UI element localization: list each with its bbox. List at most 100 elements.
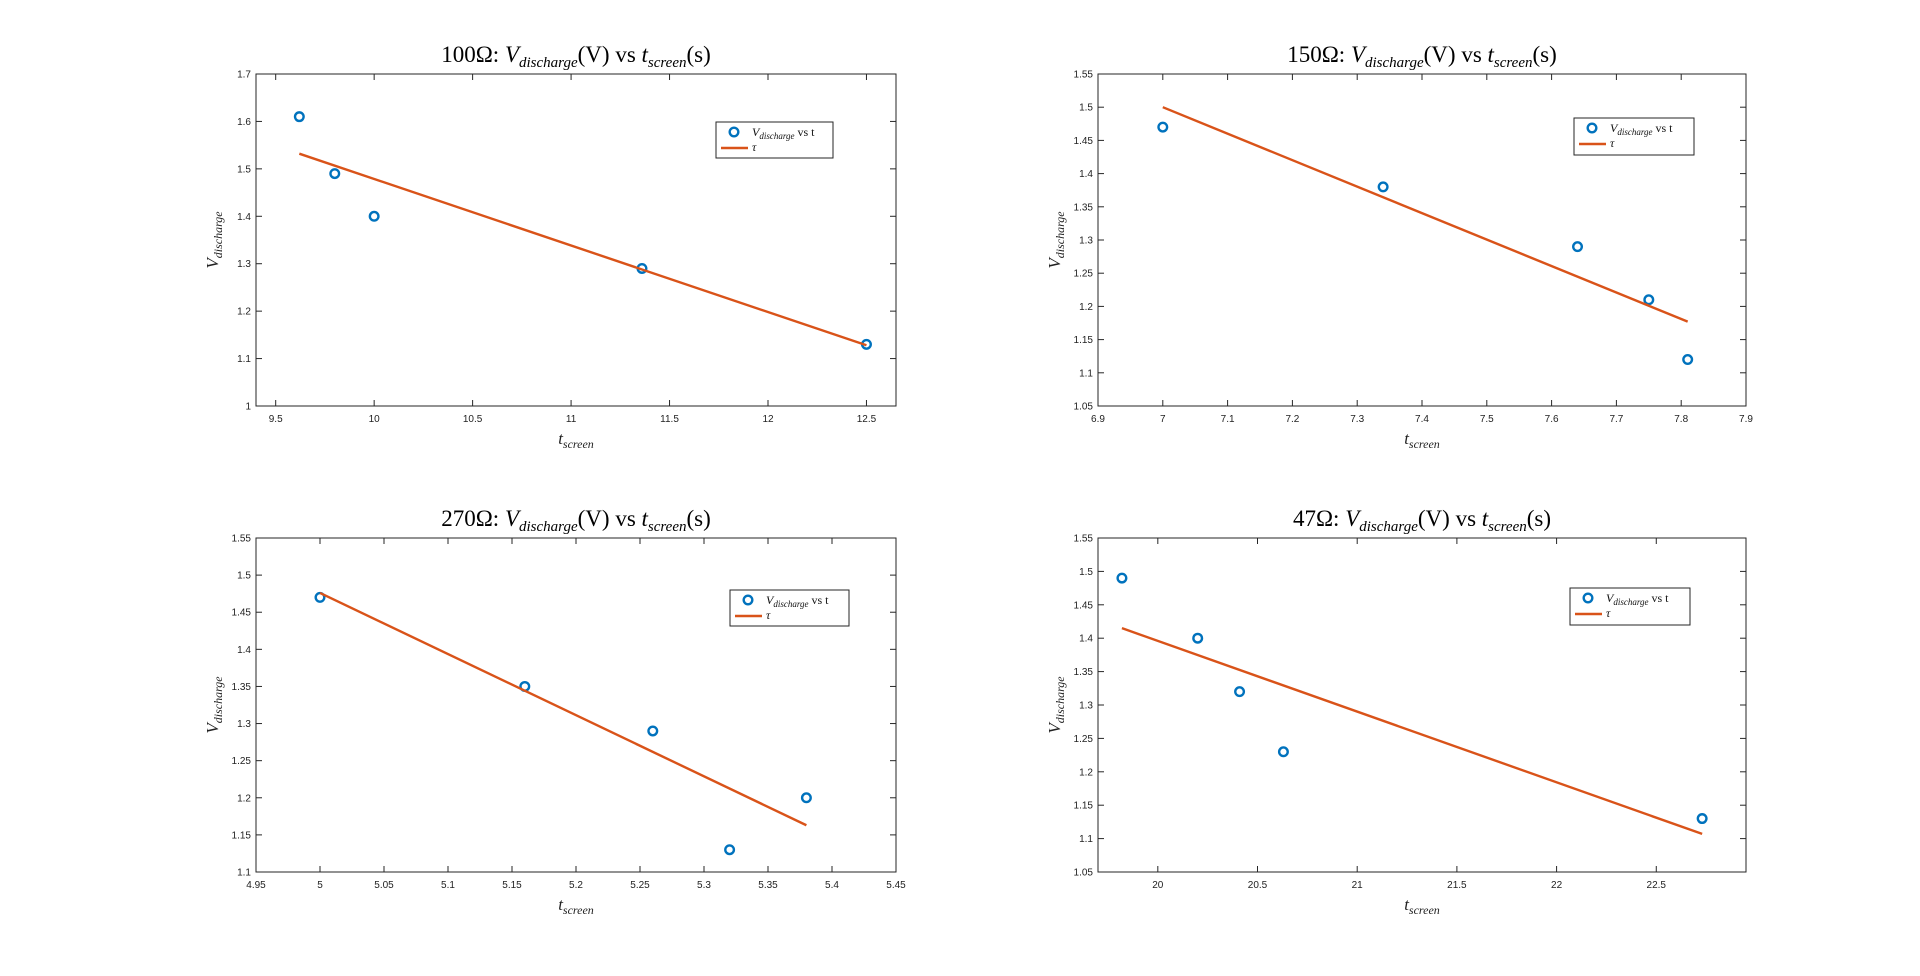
y-tick-label: 1.25 (232, 756, 252, 767)
legend-entry-fit: τ (1606, 606, 1611, 620)
y-tick-label: 1.45 (1074, 136, 1094, 147)
x-tick-label: 5.45 (886, 880, 906, 891)
x-tick-label: 5.25 (630, 880, 650, 891)
x-tick-label: 11 (566, 414, 577, 425)
x-tick-label: 5 (317, 880, 323, 891)
y-tick-label: 1.15 (1074, 801, 1094, 812)
data-point (1277, 746, 1289, 758)
x-tick-label: 7.8 (1674, 414, 1688, 425)
chart-panel-4: 20 20.5 21 21.5 22 22.5 1.05 1.1 1.15 1.2 1.25 1.3 1… (1045, 506, 1747, 917)
x-tick-label: 21 (1352, 880, 1364, 891)
x-tick-label: 5.35 (758, 880, 778, 891)
data-point (1377, 181, 1389, 193)
fit-line (298, 152, 867, 347)
x-tick-label: 7.4 (1415, 414, 1429, 425)
legend-marker-icon (1582, 592, 1594, 604)
fit-line (1121, 627, 1703, 836)
fit-line (1162, 106, 1689, 323)
y-tick-label: 1.3 (237, 719, 251, 730)
legend-marker-icon (1586, 122, 1598, 134)
chart-title: 100Ω: Vdischarge(V) vs tscreen(s) (441, 42, 711, 71)
y-tick-label: 1.4 (1079, 169, 1093, 180)
data-point (800, 792, 812, 804)
x-tick-label: 6.9 (1091, 414, 1105, 425)
x-tick-label: 7.9 (1739, 414, 1753, 425)
x-tick-label: 10 (369, 414, 381, 425)
legend-entry-data: Vdischarge vs t (1610, 121, 1673, 137)
x-tick-label: 22 (1551, 880, 1563, 891)
x-tick-label: 4.95 (246, 880, 266, 891)
y-tick-label: 1.45 (232, 608, 252, 619)
y-tick-label: 1.6 (237, 117, 251, 128)
x-tick-label: 12.5 (857, 414, 877, 425)
x-tick-label: 7 (1160, 414, 1166, 425)
data-point (1234, 686, 1246, 698)
x-tick-label: 5.2 (569, 880, 583, 891)
chart-title: 47Ω: Vdischarge(V) vs tscreen(s) (1293, 506, 1551, 535)
legend: Vdischarge vs tτ (715, 121, 834, 159)
legend-entry-data: Vdischarge vs t (752, 125, 815, 141)
y-axis-label: Vdischarge (1045, 676, 1067, 734)
data-point (724, 844, 736, 856)
y-tick-label: 1.1 (1079, 834, 1093, 845)
y-tick-label: 1.5 (237, 164, 251, 175)
x-tick-label: 5.15 (502, 880, 522, 891)
x-tick-label: 7.5 (1480, 414, 1494, 425)
y-tick-label: 1.15 (232, 830, 252, 841)
y-tick-label: 1.5 (1079, 567, 1093, 578)
x-axis-label: tscreen (1404, 895, 1440, 917)
y-tick-label: 1.1 (237, 868, 251, 879)
y-tick-label: 1.2 (237, 793, 251, 804)
y-tick-label: 1.5 (237, 571, 251, 582)
data-point (1643, 294, 1655, 306)
data-point (368, 210, 380, 222)
y-tick-label: 1.5 (1079, 103, 1093, 114)
y-tick-label: 1.4 (1079, 634, 1093, 645)
y-tick-label: 1.7 (237, 70, 251, 81)
legend-entry-data: Vdischarge vs t (766, 593, 829, 609)
x-tick-label: 7.6 (1545, 414, 1559, 425)
y-tick-label: 1.1 (237, 354, 251, 365)
data-point (293, 111, 305, 123)
chart-panel-1: 9.5 10 10.5 11 11.5 12 12.5 1 1.1 1.2 1.3 1.4 1.5 1.6… (203, 42, 897, 451)
y-tick-label: 1.4 (237, 645, 251, 656)
x-tick-label: 21.5 (1447, 880, 1467, 891)
chart-panel-2: 6.9 7 7.1 7.2 7.3 7.4 7.5 7.6 7.7 7.8 7.9 1.05 1.1 1.… (1045, 42, 1753, 451)
x-tick-label: 20.5 (1248, 880, 1268, 891)
x-tick-label: 5.3 (697, 880, 711, 891)
y-tick-label: 1.3 (237, 259, 251, 270)
y-tick-label: 1.35 (232, 682, 252, 693)
y-tick-label: 1.4 (237, 212, 251, 223)
y-tick-label: 1.3 (1079, 236, 1093, 247)
chart-panel-3: 4.95 5 5.05 5.1 5.15 5.2 5.25 5.3 5.35 5.4 5.45 1.1… (203, 506, 906, 917)
fit-line (319, 591, 807, 827)
y-tick-label: 1.2 (237, 307, 251, 318)
y-tick-label: 1.35 (1074, 202, 1094, 213)
x-tick-label: 12 (762, 414, 774, 425)
chart-title: 150Ω: Vdischarge(V) vs tscreen(s) (1287, 42, 1557, 71)
x-tick-label: 22.5 (1647, 880, 1667, 891)
chart-title: 270Ω: Vdischarge(V) vs tscreen(s) (441, 506, 711, 535)
legend-entry-fit: τ (752, 140, 757, 154)
legend-entry-data: Vdischarge vs t (1606, 591, 1669, 607)
data-point (1696, 813, 1708, 825)
x-tick-label: 9.5 (269, 414, 283, 425)
y-tick-label: 1 (245, 402, 251, 413)
y-axis-label: Vdischarge (203, 676, 225, 734)
y-tick-label: 1.55 (1074, 70, 1094, 81)
y-tick-label: 1.55 (232, 534, 252, 545)
x-tick-label: 5.05 (374, 880, 394, 891)
x-tick-label: 7.1 (1221, 414, 1235, 425)
y-tick-label: 1.35 (1074, 667, 1094, 678)
data-point (1572, 241, 1584, 253)
y-tick-label: 1.25 (1074, 734, 1094, 745)
y-axis-label: Vdischarge (1045, 211, 1067, 269)
y-tick-label: 1.15 (1074, 335, 1094, 346)
legend: Vdischarge vs tτ (1569, 587, 1691, 626)
data-point (329, 168, 341, 180)
data-point (1116, 572, 1128, 584)
data-point (1157, 121, 1169, 133)
y-tick-label: 1.05 (1074, 868, 1094, 879)
x-tick-label: 7.2 (1285, 414, 1299, 425)
